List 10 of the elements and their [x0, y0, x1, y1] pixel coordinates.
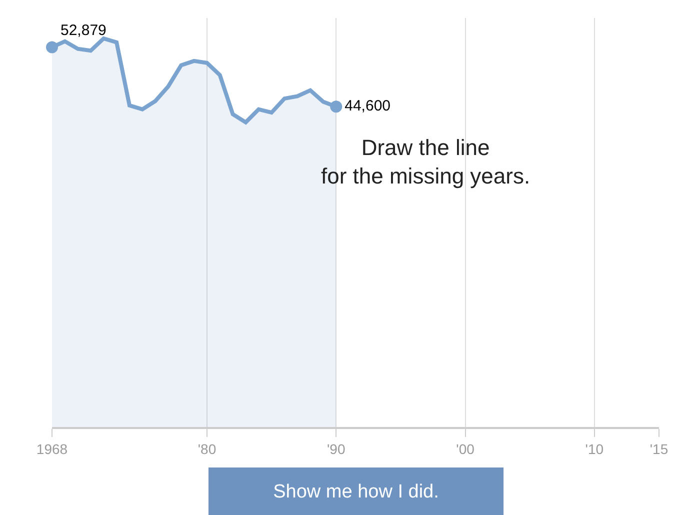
x-tick-label: 1968: [36, 440, 68, 457]
data-label: 52,879: [60, 22, 106, 39]
text: Show me how I did.: [273, 482, 439, 502]
x-tick-label: '15: [650, 440, 668, 457]
x-tick-label: '80: [198, 440, 216, 457]
x-tick-label: '90: [327, 440, 346, 457]
x-tick-label: '00: [456, 440, 475, 457]
x-tick-label: '10: [585, 440, 604, 457]
annotation: Draw the line for the missing years.: [321, 135, 530, 189]
data-label: 44,600: [344, 97, 391, 114]
